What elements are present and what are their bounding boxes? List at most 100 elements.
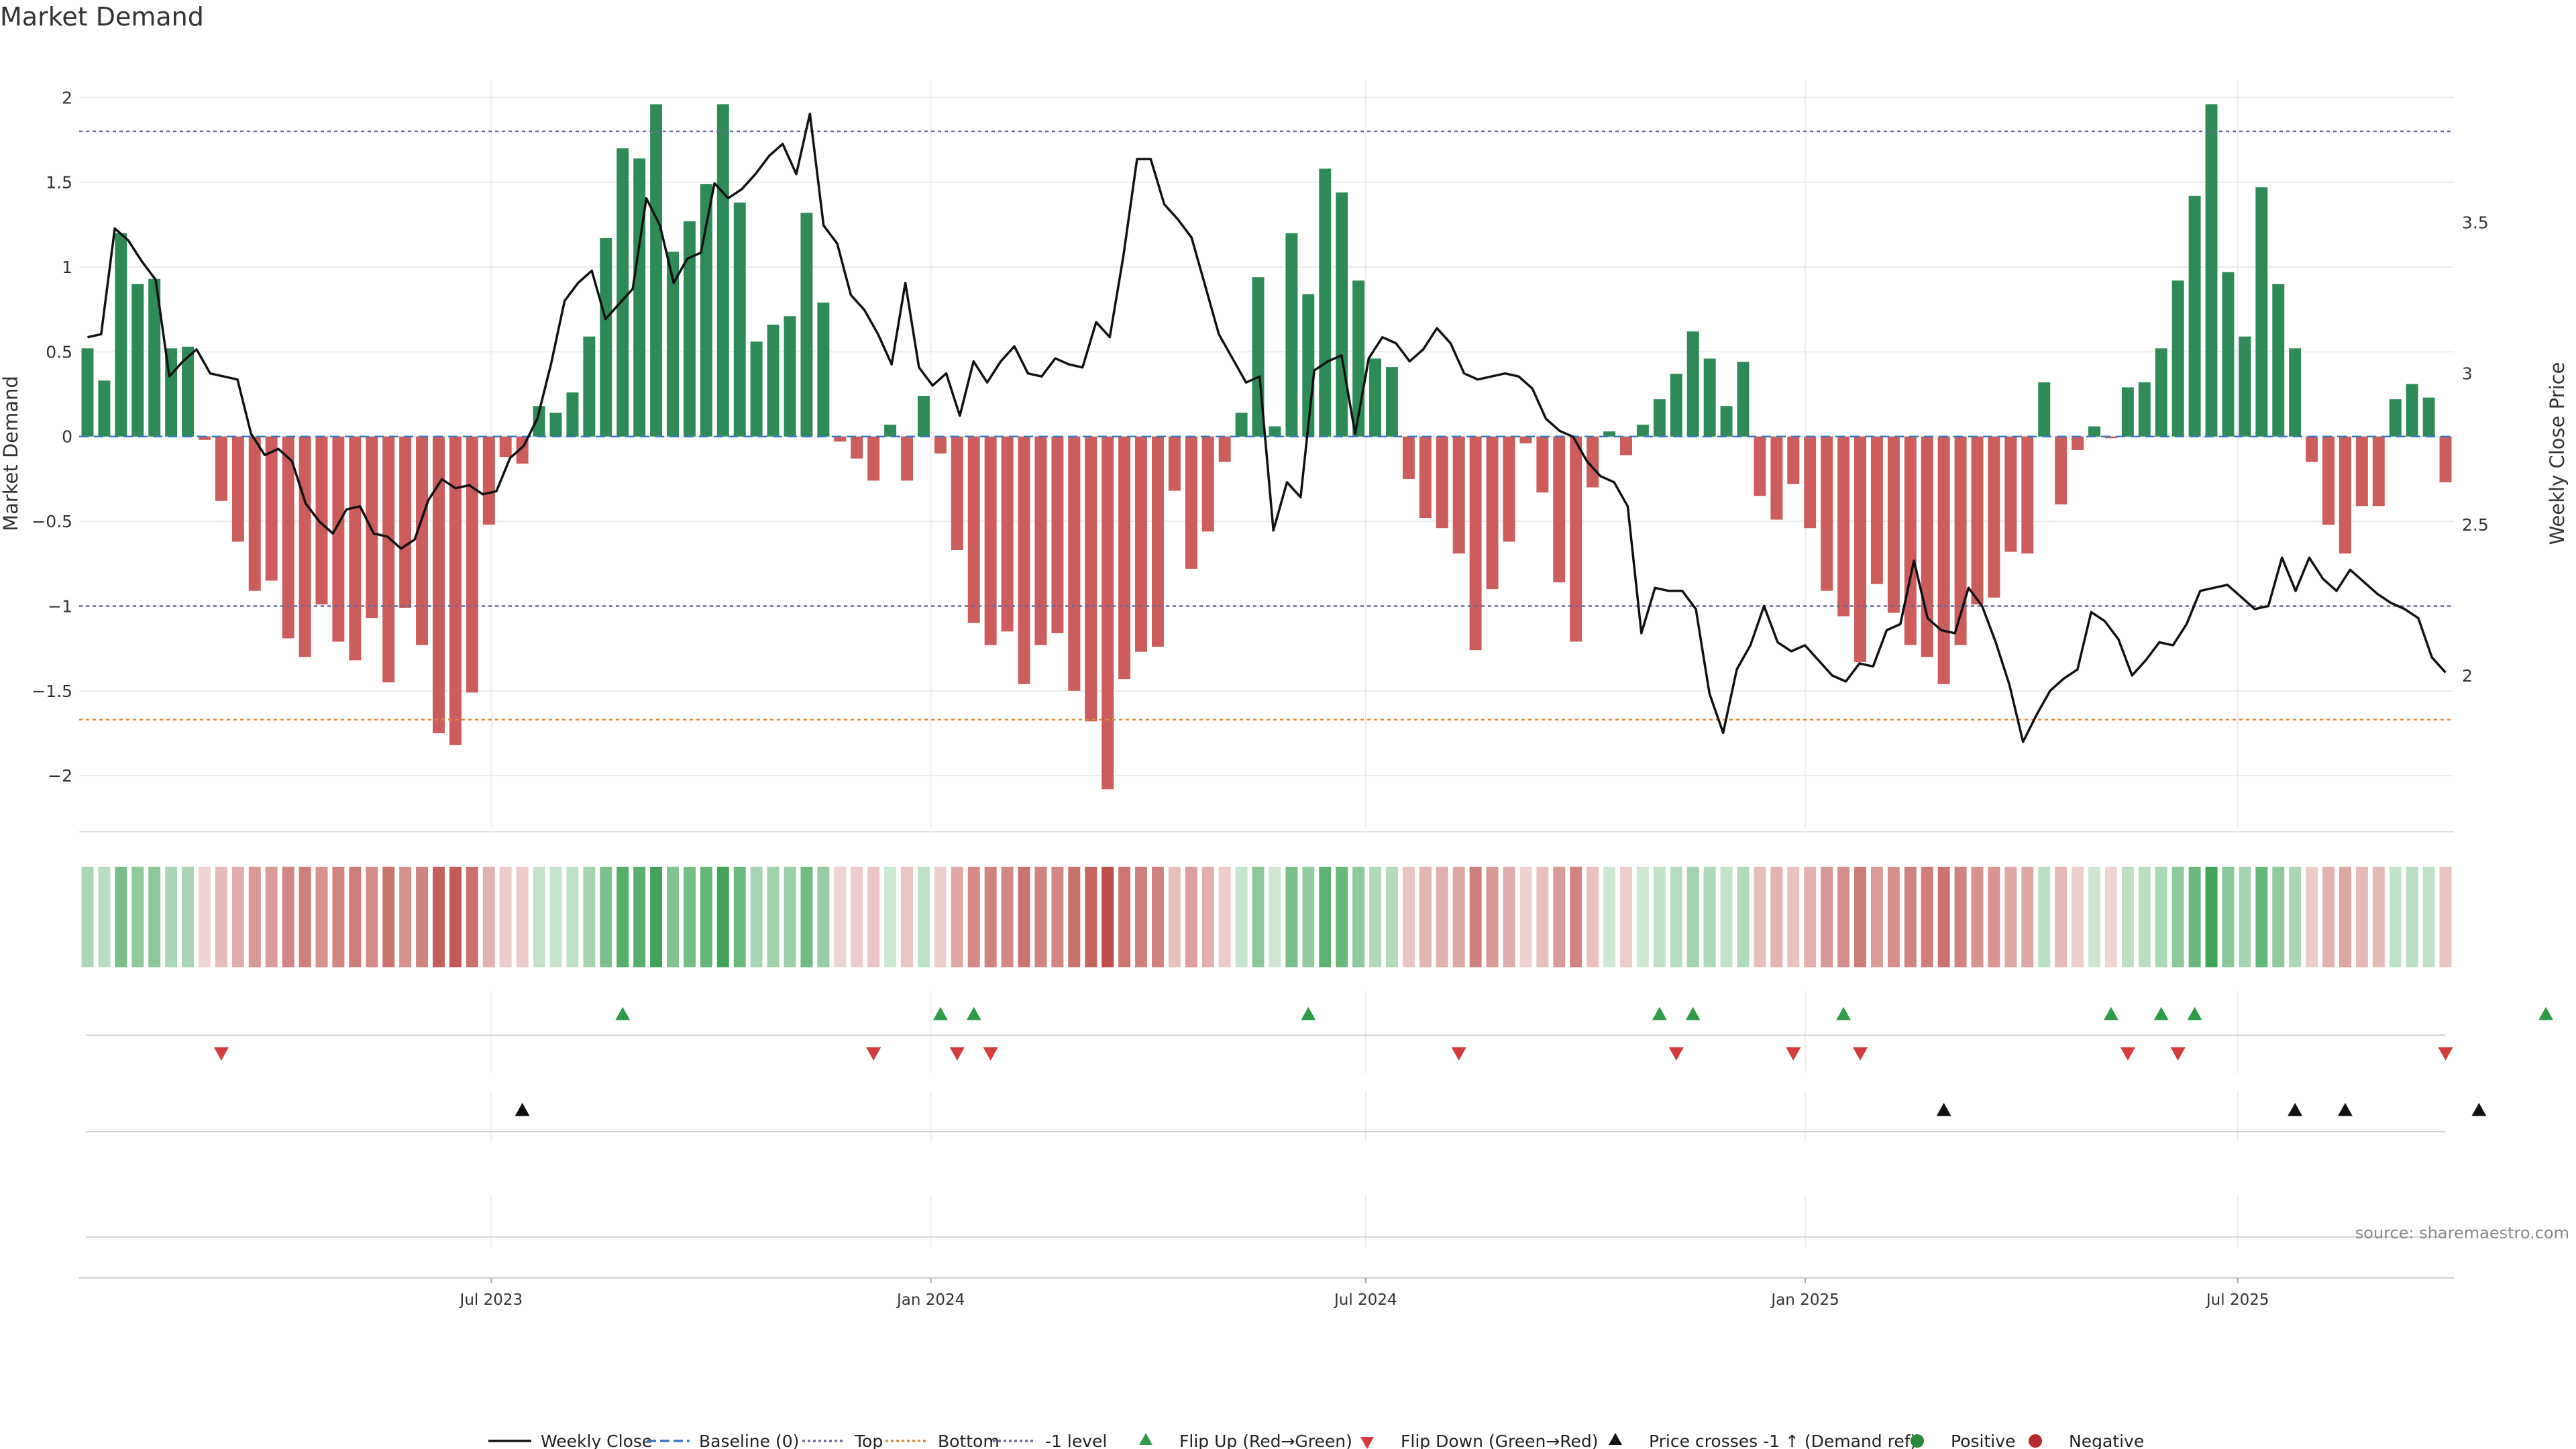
positive-demand-bar [650,104,663,437]
legend-label: Bottom [938,1432,1000,1449]
negative-demand-bar [215,436,227,501]
negative-demand-bar [1051,436,1064,633]
positive-demand-bar [81,348,94,437]
flip-up-marker [1652,1007,1667,1020]
heat-cell [1988,867,2000,967]
heat-cell [2272,867,2285,967]
positive-demand-bar [2289,348,2302,437]
negative-demand-bar [349,436,362,661]
x-tick-label: Jan 2024 [896,1291,965,1309]
negative-demand-bar [867,436,880,481]
positive-demand-bar [115,233,127,437]
negative-demand-bar [1118,436,1131,680]
legend-swatch-triangle-up [1609,1433,1622,1445]
negative-demand-bar [2322,436,2335,525]
positive-demand-bar [716,104,729,437]
heat-cell [1821,867,1833,967]
heat-cell [1787,867,1800,967]
flip-up-marker [932,1007,948,1020]
heat-cell [449,867,462,967]
heat-cell [533,867,545,967]
negative-demand-bar [1587,436,1599,488]
negative-demand-bar [231,436,244,542]
legend-swatch-triangle-up [1139,1433,1152,1445]
negative-demand-bar [2021,436,2034,554]
right-tick-label: 3.5 [2462,213,2489,233]
heat-cell [2038,867,2051,967]
heat-cell [2072,867,2084,967]
heat-cell [1452,867,1465,967]
heat-cell [2339,867,2351,967]
heat-cell [299,867,311,967]
positive-demand-bar [1670,374,1682,437]
heat-cell [1285,867,1298,967]
negative-demand-bar [1954,436,1967,645]
heat-cell [2255,867,2268,967]
price-cross-marker [515,1103,530,1116]
positive-demand-bar [1235,413,1248,437]
heat-cell [2088,867,2100,967]
negative-demand-bar [2004,436,2017,552]
positive-demand-bar [2222,272,2235,437]
negative-demand-bar [1620,436,1632,455]
heat-cell [1319,867,1332,967]
heat-cell [1519,867,1532,967]
heat-cell [1001,867,1014,967]
flip-down-marker [949,1047,965,1061]
heat-cell [2289,867,2302,967]
heat-cell [433,867,445,967]
heat-cell [1118,867,1131,967]
heat-cell [934,867,947,967]
positive-demand-bar [1686,331,1699,437]
heat-cell [1837,867,1850,967]
heat-cell [1201,867,1214,967]
negative-demand-bar [1201,436,1214,532]
legend-label: Positive [1951,1432,2015,1449]
negative-demand-bar [1804,436,1817,529]
positive-demand-bar [1703,358,1716,437]
legend-item-top: Top [802,1432,883,1449]
positive-demand-bar [750,341,763,437]
heat-cell [1235,867,1248,967]
heat-cell [81,867,94,967]
negative-demand-bar [1068,436,1081,691]
negative-demand-bar [2104,436,2117,439]
demand-heat-strip [81,867,2452,967]
heat-cell [416,867,429,967]
negative-demand-bar [1486,436,1499,590]
heat-cell [516,867,529,967]
heat-cell [2121,867,2134,967]
flip-down-marker [1786,1047,1801,1061]
flip-up-marker [2153,1007,2169,1020]
negative-demand-bar [1536,436,1549,493]
left-tick-label: 1 [62,258,72,277]
negative-demand-bar [1436,436,1448,529]
heat-cell [2389,867,2402,967]
heat-cell [1854,867,1866,967]
x-tick-label: Jan 2025 [1770,1291,1839,1309]
positive-demand-bar [767,324,780,437]
negative-demand-bar [1185,436,1197,569]
heat-cell [650,867,663,967]
positive-demand-bar [2406,384,2418,437]
heat-cell [1921,867,1933,967]
heat-cell [1469,867,1482,967]
chart-title: Market Demand [0,2,204,32]
negative-demand-bar [1135,436,1148,652]
heat-cell [2104,867,2117,967]
heat-cell [148,867,161,967]
heat-cell [1269,867,1281,967]
heat-cell [1486,867,1499,967]
negative-demand-bar [1034,436,1047,645]
heat-cell [2222,867,2235,967]
negative-demand-bar [1469,436,1482,651]
heat-cell [549,867,562,967]
heat-cell [182,867,195,967]
positive-demand-bar [1285,233,1298,437]
positive-demand-bar [148,278,161,437]
heat-cell [2205,867,2218,967]
heat-cell [399,867,412,967]
positive-demand-bar [1737,362,1750,437]
heat-cell [1754,867,1766,967]
negative-demand-bar [1887,436,1900,613]
